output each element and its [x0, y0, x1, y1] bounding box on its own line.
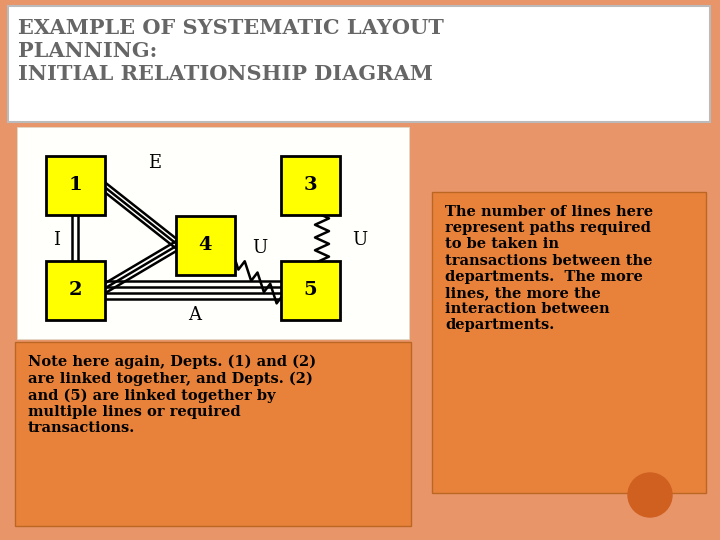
Text: U: U — [352, 231, 368, 249]
FancyBboxPatch shape — [176, 215, 235, 274]
Text: 5: 5 — [303, 281, 317, 299]
FancyBboxPatch shape — [432, 192, 706, 493]
FancyBboxPatch shape — [45, 156, 104, 214]
FancyBboxPatch shape — [17, 127, 409, 339]
Text: A: A — [189, 306, 202, 324]
Circle shape — [628, 473, 672, 517]
Text: 2: 2 — [68, 281, 82, 299]
Text: EXAMPLE OF SYSTEMATIC LAYOUT
PLANNING:
INITIAL RELATIONSHIP DIAGRAM: EXAMPLE OF SYSTEMATIC LAYOUT PLANNING: I… — [18, 18, 444, 84]
FancyBboxPatch shape — [45, 260, 104, 320]
Text: 4: 4 — [198, 236, 212, 254]
Text: I: I — [53, 231, 60, 249]
Text: U: U — [253, 239, 268, 257]
Text: Note here again, Depts. (1) and (2)
are linked together, and Depts. (2)
and (5) : Note here again, Depts. (1) and (2) are … — [28, 355, 316, 435]
FancyBboxPatch shape — [8, 6, 710, 122]
Text: The number of lines here
represent paths required
to be taken in
transactions be: The number of lines here represent paths… — [445, 205, 653, 333]
Text: E: E — [148, 154, 161, 172]
Text: 3: 3 — [303, 176, 317, 194]
FancyBboxPatch shape — [15, 342, 411, 526]
Text: 1: 1 — [68, 176, 82, 194]
FancyBboxPatch shape — [281, 260, 340, 320]
FancyBboxPatch shape — [281, 156, 340, 214]
